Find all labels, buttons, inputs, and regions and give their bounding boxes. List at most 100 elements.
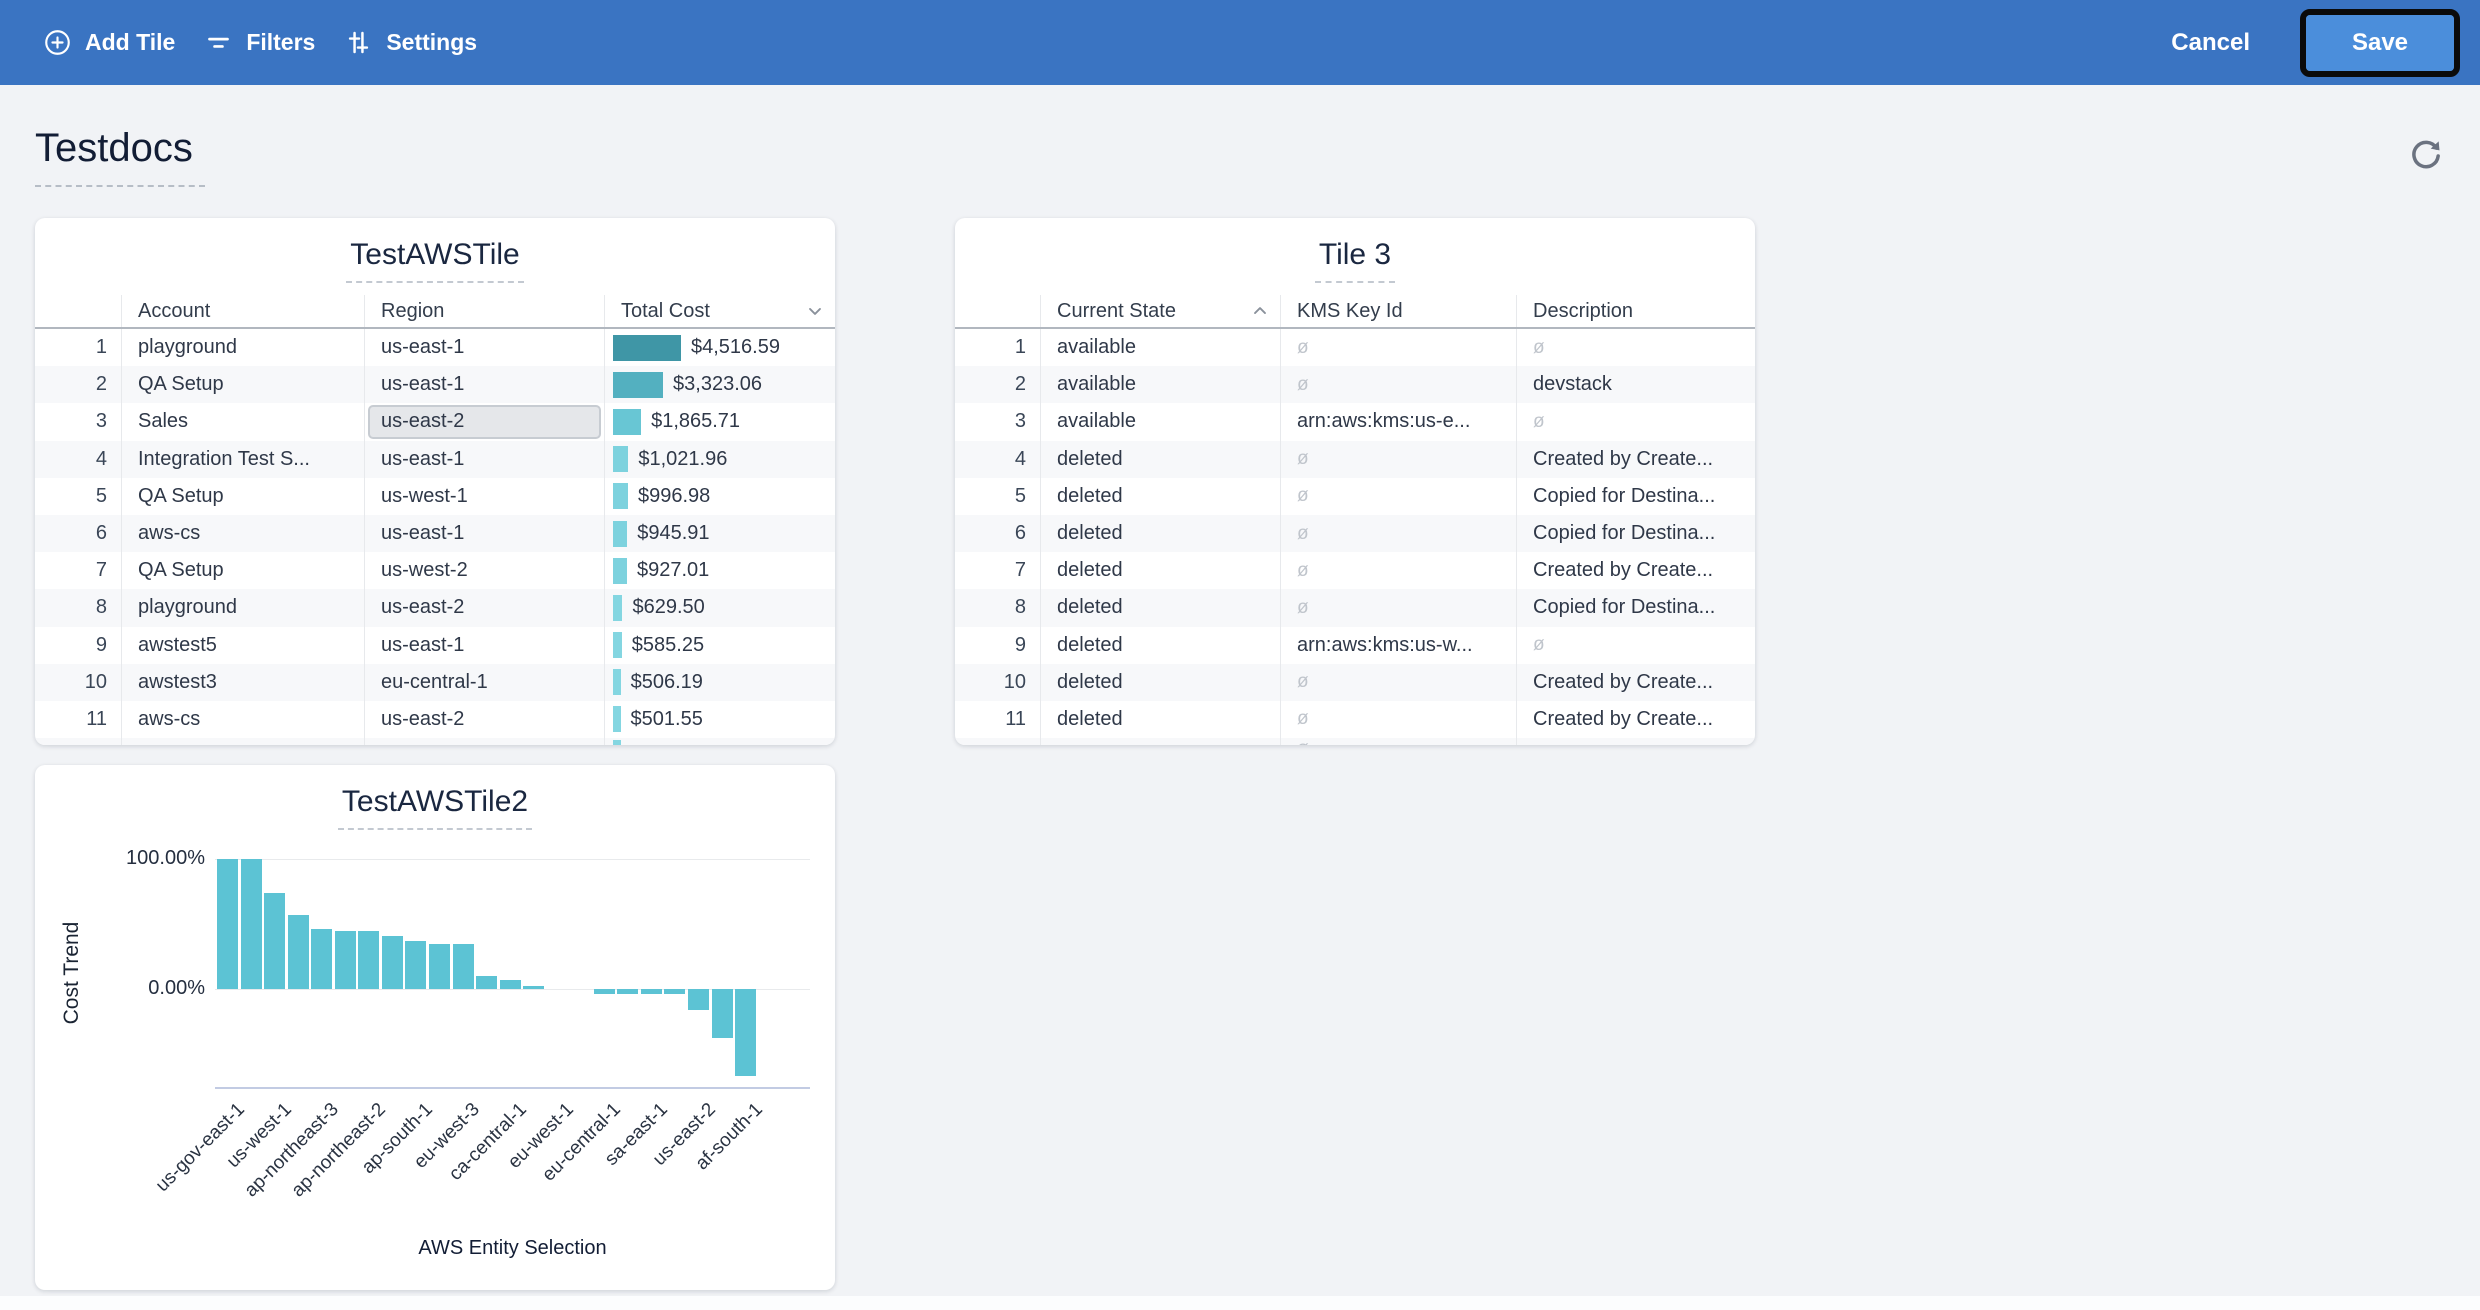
table-cell-cost[interactable]: $4,516.59 [604,329,835,366]
table-cell-kms[interactable]: ø [1280,478,1516,515]
table-cell-state[interactable]: deleted [1040,627,1280,664]
chart-bar[interactable] [617,989,638,994]
table-cell-cost[interactable]: $585.25 [604,627,835,664]
table-cell-region[interactable]: us-west-2 [364,552,604,589]
table-cell-description[interactable]: ø [1516,627,1755,664]
chart-bar[interactable] [288,915,309,989]
table-cell-description[interactable]: ø [1516,403,1755,440]
chart-bar[interactable] [429,944,450,990]
table-cell-description[interactable]: ø [1516,329,1755,366]
add-tile-button[interactable]: Add Tile [44,29,175,56]
table-cell-state[interactable]: available [1040,403,1280,440]
table-cell-kms[interactable]: arn:aws:kms:us-w... [1280,627,1516,664]
table-cell-account[interactable]: Integration Test S... [121,441,364,478]
column-header-description[interactable]: Description [1516,295,1755,327]
column-header-current-state[interactable]: Current State [1040,295,1280,327]
chart-bar[interactable] [712,989,733,1038]
table-cell-region[interactable]: eu-central-1 [364,664,604,701]
table-cell-kms[interactable]: ø [1280,441,1516,478]
table-cell-cost[interactable]: $927.01 [604,552,835,589]
table-cell-state[interactable]: deleted [1040,552,1280,589]
chart-bar[interactable] [241,859,262,989]
tile-title[interactable]: TestAWSTile2 [338,785,532,830]
table-cell-cost[interactable]: $1,021.96 [604,441,835,478]
refresh-button[interactable] [2406,136,2446,176]
table-cell-kms[interactable]: ø [1280,589,1516,626]
table-cell-cost[interactable]: $501.55 [604,701,835,738]
tile-title[interactable]: TestAWSTile [346,238,523,283]
filters-button[interactable]: Filters [205,29,315,56]
table-cell-account[interactable]: QA Setup [121,552,364,589]
table-cell-description[interactable]: Created by Create... [1516,664,1755,701]
table-cell-state[interactable]: deleted [1040,441,1280,478]
chart-bar[interactable] [264,893,285,989]
table-cell-cost[interactable]: $945.91 [604,515,835,552]
chart-bar[interactable] [335,931,356,990]
table-cell-state[interactable]: deleted [1040,701,1280,738]
table-cell-region[interactable]: us-east-1 [364,627,604,664]
chart-bar[interactable] [382,936,403,989]
table-cell-account[interactable]: aws-cs [121,515,364,552]
table-cell-region[interactable]: us-east-2 [364,589,604,626]
table-cell-kms[interactable]: ø [1280,515,1516,552]
table-cell-kms[interactable]: ø [1280,701,1516,738]
chart-bar[interactable] [523,986,544,989]
chart-bar[interactable] [358,931,379,990]
table-cell-region[interactable]: us-east-2 [364,403,604,440]
table-cell-region[interactable]: us-west-1 [364,478,604,515]
table-cell-state[interactable]: available [1040,329,1280,366]
column-header-region[interactable]: Region [364,295,604,327]
table-cell-account[interactable]: playground [121,329,364,366]
column-header-kms-key-id[interactable]: KMS Key Id [1280,295,1516,327]
cancel-button[interactable]: Cancel [2171,29,2250,57]
table-cell-state[interactable]: available [1040,366,1280,403]
table-cell-account[interactable]: QA Setup [121,366,364,403]
chart-bar[interactable] [217,859,238,989]
table-cell-kms[interactable]: ø [1280,329,1516,366]
selected-cell[interactable]: us-east-2 [368,405,601,438]
table-cell-description[interactable]: Copied for Destina... [1516,478,1755,515]
table-cell-cost[interactable]: $996.98 [604,478,835,515]
table-cell-account[interactable]: awstest5 [121,627,364,664]
tile-title[interactable]: Tile 3 [1315,238,1395,283]
chart-bar[interactable] [500,980,521,989]
chart-bar[interactable] [594,989,615,994]
table-cell-kms[interactable]: ø [1280,366,1516,403]
table-cell-region[interactable]: us-east-1 [364,441,604,478]
table-cell-description[interactable]: Copied for Destina... [1516,515,1755,552]
column-header-account[interactable]: Account [121,295,364,327]
table-cell-kms[interactable]: ø [1280,664,1516,701]
column-header-total-cost[interactable]: Total Cost [604,295,835,327]
table-cell-cost[interactable]: $506.19 [604,664,835,701]
chart-bar[interactable] [641,989,662,994]
table-cell-description[interactable]: Created by Create... [1516,441,1755,478]
chart-bar[interactable] [453,944,474,990]
chart-bar[interactable] [735,989,756,1076]
table-cell-kms[interactable]: arn:aws:kms:us-e... [1280,403,1516,440]
table-cell-cost[interactable]: $629.50 [604,589,835,626]
save-button[interactable]: Save [2306,15,2454,71]
table-cell-state[interactable]: deleted [1040,478,1280,515]
table-cell-kms[interactable]: ø [1280,552,1516,589]
chart-bar[interactable] [311,929,332,989]
table-cell-account[interactable]: aws-cs [121,701,364,738]
table-cell-cost[interactable]: $1,865.71 [604,403,835,440]
table-cell-region[interactable]: us-east-1 [364,366,604,403]
table-cell-state[interactable]: deleted [1040,664,1280,701]
table-cell-description[interactable]: Copied for Destina... [1516,589,1755,626]
table-cell-state[interactable]: deleted [1040,515,1280,552]
table-cell-region[interactable]: us-east-1 [364,329,604,366]
table-cell-description[interactable]: devstack [1516,366,1755,403]
chart-bar[interactable] [688,989,709,1010]
chart-bar[interactable] [664,989,685,994]
table-cell-cost[interactable]: $3,323.06 [604,366,835,403]
table-cell-region[interactable]: us-east-2 [364,701,604,738]
chart-bar[interactable] [476,976,497,989]
chart-bar[interactable] [405,941,426,989]
table-cell-state[interactable]: deleted [1040,589,1280,626]
table-cell-account[interactable]: playground [121,589,364,626]
table-cell-account[interactable]: QA Setup [121,478,364,515]
table-cell-region[interactable]: us-east-1 [364,515,604,552]
settings-button[interactable]: Settings [345,29,477,56]
table-cell-account[interactable]: Sales [121,403,364,440]
